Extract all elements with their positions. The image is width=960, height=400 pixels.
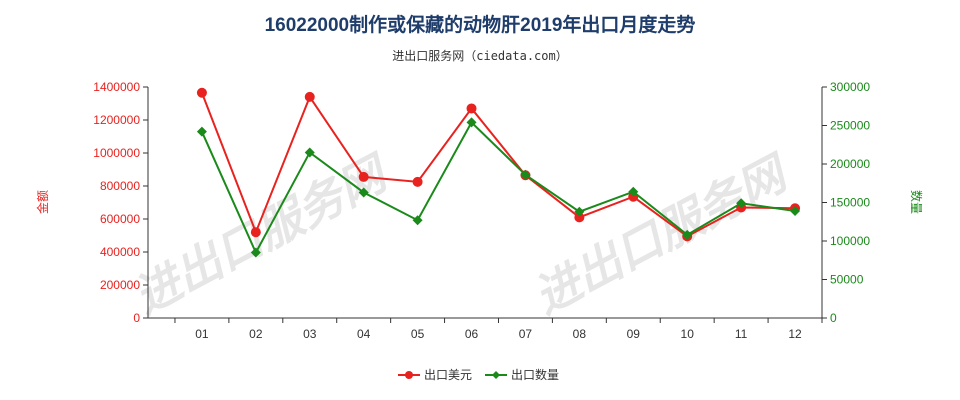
y-right-label: 数量: [909, 190, 924, 214]
y-right-tick-label: 150000: [830, 196, 870, 210]
series-point-0: [412, 176, 423, 187]
series-point-1: [466, 117, 477, 128]
chart-subtitle: 进出口服务网（ciedata.com）: [392, 49, 568, 63]
y-right-tick-label: 0: [830, 311, 837, 325]
y-left-tick-label: 600000: [100, 212, 140, 226]
y-right-tick-label: 200000: [830, 157, 870, 171]
y-right-tick-label: 300000: [830, 80, 870, 94]
series-point-0: [304, 91, 315, 102]
y-left-tick-label: 200000: [100, 278, 140, 292]
series-point-1: [574, 206, 585, 217]
legend-marker-0: [405, 371, 413, 379]
series-point-1: [628, 186, 639, 197]
series-point-1: [520, 169, 531, 180]
chart-title: 16022000制作或保藏的动物肝2019年出口月度走势: [264, 15, 696, 36]
y-right-tick-label: 250000: [830, 119, 870, 133]
series-point-1: [412, 215, 423, 226]
y-left-tick-label: 400000: [100, 245, 140, 259]
legend-marker-1: [492, 371, 500, 379]
x-tick-label: 02: [249, 327, 263, 341]
x-tick-label: 06: [465, 327, 479, 341]
series-point-1: [196, 126, 207, 137]
x-tick-label: 08: [573, 327, 587, 341]
series-point-0: [250, 227, 261, 238]
x-tick-label: 05: [411, 327, 425, 341]
y-left-tick-label: 1400000: [93, 80, 140, 94]
x-tick-label: 10: [681, 327, 695, 341]
x-tick-label: 11: [735, 327, 748, 341]
series-line-0: [200, 92, 796, 238]
series-point-1: [682, 229, 693, 240]
x-tick-label: 01: [195, 327, 209, 341]
x-tick-label: 09: [627, 327, 641, 341]
series-point-0: [574, 212, 585, 223]
y-right-tick-label: 100000: [830, 234, 870, 248]
y-left-tick-label: 1200000: [93, 113, 140, 127]
legend-label-0: 出口美元: [424, 368, 472, 382]
x-tick-label: 03: [303, 327, 317, 341]
series-point-0: [358, 171, 369, 182]
chart-series: [196, 87, 801, 258]
series-point-0: [466, 103, 477, 114]
y-left-tick-label: 1000000: [93, 146, 140, 160]
series-line-1: [201, 120, 796, 255]
series-point-1: [736, 198, 747, 209]
series-point-1: [358, 187, 369, 198]
series-point-1: [790, 205, 801, 216]
chart-axes: 0200000400000600000800000100000012000001…: [35, 80, 924, 341]
x-tick-label: 04: [357, 327, 371, 341]
x-tick-label: 12: [788, 327, 802, 341]
series-point-0: [196, 87, 207, 98]
series-point-1: [304, 147, 315, 158]
chart-legend: 出口美元 出口数量: [398, 367, 559, 382]
y-left-tick-label: 800000: [100, 179, 140, 193]
y-left-tick-label: 0: [133, 311, 140, 325]
x-tick-label: 07: [519, 327, 533, 341]
y-left-label: 金额: [35, 190, 50, 214]
legend-label-1: 出口数量: [511, 367, 559, 382]
y-right-tick-label: 50000: [830, 273, 864, 287]
series-point-1: [250, 247, 261, 258]
